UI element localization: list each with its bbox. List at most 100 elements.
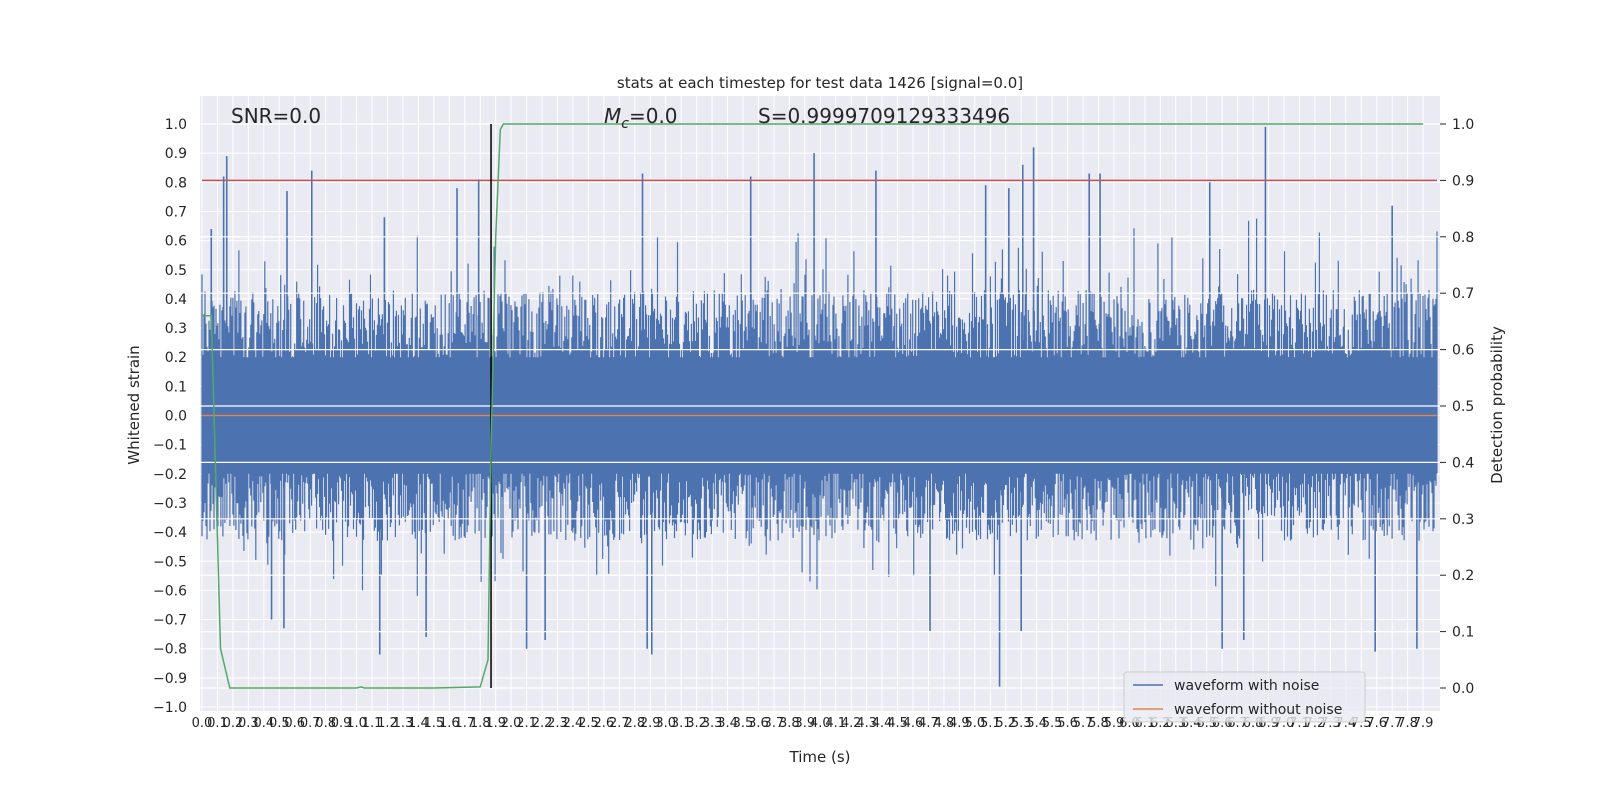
x-tick-label: 1.6 xyxy=(439,716,460,731)
x-tick-label: 3.5 xyxy=(733,716,754,731)
y-tick-label: −1.0 xyxy=(153,700,187,716)
x-tick-label: 2.9 xyxy=(640,716,661,731)
y2-tick-label: 0.9 xyxy=(1452,173,1474,189)
x-tick-label: 5.7 xyxy=(1073,716,1094,731)
x-tick-label: 4.8 xyxy=(934,716,955,731)
x-tick-label: 2.0 xyxy=(501,716,522,731)
legend-label-clean: waveform without noise xyxy=(1174,702,1342,718)
y-tick-label: 0.5 xyxy=(165,263,187,279)
x-tick-label: 0.9 xyxy=(331,716,352,731)
x-tick-label: 7.8 xyxy=(1397,716,1418,731)
x-tick-label: 3.1 xyxy=(671,716,692,731)
x-tick-label: 3.6 xyxy=(748,716,769,731)
x-tick-label: 0.0 xyxy=(192,716,213,731)
y2-tick-label: 0.4 xyxy=(1452,455,1474,471)
x-tick-label: 5.1 xyxy=(980,716,1001,731)
legend-box xyxy=(1123,671,1366,723)
chirp-mass-annotation: Mc=0.0 xyxy=(604,104,678,132)
x-tick-label: 4.6 xyxy=(903,716,924,731)
x-tick-label: 1.0 xyxy=(346,716,367,731)
y2-tick-label: 0.3 xyxy=(1452,512,1474,528)
x-tick-label: 5.0 xyxy=(964,716,985,731)
x-tick-label: 0.7 xyxy=(300,716,321,731)
y-tick-label: 0.1 xyxy=(165,379,187,395)
x-tick-label: 2.2 xyxy=(532,716,553,731)
y2-tick-label: 0.1 xyxy=(1452,625,1474,641)
x-tick-label: 1.7 xyxy=(454,716,475,731)
x-tick-label: 0.1 xyxy=(207,716,228,731)
x-tick-label: 0.4 xyxy=(253,716,274,731)
y-tick-label: −0.5 xyxy=(153,554,187,570)
y2-tick-label: 0.2 xyxy=(1452,568,1474,584)
x-tick-label: 2.1 xyxy=(516,716,537,731)
x-tick-label: 2.4 xyxy=(563,716,584,731)
x-tick-label: 0.8 xyxy=(315,716,336,731)
chirp-mass-symbol: M xyxy=(604,104,621,128)
x-tick-label: 7.9 xyxy=(1413,716,1434,731)
x-tick-label: 5.4 xyxy=(1026,716,1047,731)
x-axis-label: Time (s) xyxy=(789,748,851,766)
x-tick-label: 3.0 xyxy=(655,716,676,731)
x-tick-label: 2.7 xyxy=(609,716,630,731)
x-tick-label: 7.6 xyxy=(1366,716,1387,731)
chirp-mass-value: =0.0 xyxy=(629,104,678,128)
x-tick-label: 4.1 xyxy=(825,716,846,731)
y2-tick-label: 0.0 xyxy=(1452,681,1474,697)
legend: waveform with noise waveform without noi… xyxy=(1123,671,1366,723)
x-tick-label: 5.9 xyxy=(1104,716,1125,731)
x-tick-label: 2.8 xyxy=(624,716,645,731)
x-tick-label: 5.5 xyxy=(1042,716,1063,731)
x-tick-label: 3.4 xyxy=(717,716,738,731)
y-tick-label: 0.2 xyxy=(165,350,187,366)
x-tick-label: 1.8 xyxy=(470,716,491,731)
y-tick-label: −0.2 xyxy=(153,467,187,483)
x-tick-label: 5.3 xyxy=(1011,716,1032,731)
y2-tick-label: 0.8 xyxy=(1452,230,1474,246)
snr-annotation: SNR=0.0 xyxy=(231,104,321,128)
x-tick-label: 1.1 xyxy=(362,716,383,731)
x-tick-label: 2.5 xyxy=(578,716,599,731)
x-tick-label: 0.3 xyxy=(238,716,259,731)
x-tick-label: 5.2 xyxy=(995,716,1016,731)
chart-title: stats at each timestep for test data 142… xyxy=(617,74,1023,92)
x-tick-label: 0.5 xyxy=(269,716,290,731)
y-tick-label: −0.8 xyxy=(153,642,187,658)
x-tick-label: 3.9 xyxy=(794,716,815,731)
x-tick-label: 3.3 xyxy=(702,716,723,731)
x-tick-label: 1.5 xyxy=(424,716,445,731)
x-tick-label: 5.6 xyxy=(1057,716,1078,731)
x-tick-label: 1.3 xyxy=(393,716,414,731)
x-tick-label: 3.8 xyxy=(779,716,800,731)
x-tick-label: 1.2 xyxy=(377,716,398,731)
x-tick-label: 2.3 xyxy=(547,716,568,731)
y-tick-label: 0.0 xyxy=(165,409,187,425)
x-tick-label: 4.0 xyxy=(810,716,831,731)
line-series xyxy=(200,123,1440,689)
y2-tick-label: 0.5 xyxy=(1452,399,1474,415)
x-tick-label: 4.5 xyxy=(887,716,908,731)
x-tick-label: 4.9 xyxy=(949,716,970,731)
x-tick-label: 3.2 xyxy=(686,716,707,731)
x-tick-label: 0.2 xyxy=(223,716,244,731)
y-tick-label: −0.6 xyxy=(153,583,187,599)
x-tick-label: 1.9 xyxy=(485,716,506,731)
y-tick-label: 0.9 xyxy=(165,146,187,162)
y-axis-label: Whitened strain xyxy=(125,345,143,464)
score-annotation: S=0.9999709129333496 xyxy=(758,104,1010,128)
x-tick-label: 4.4 xyxy=(872,716,893,731)
y2-tick-label: 0.6 xyxy=(1452,343,1474,359)
y-tick-label: 0.6 xyxy=(165,234,187,250)
y-tick-label: −0.4 xyxy=(153,525,187,541)
x-tick-label: 5.8 xyxy=(1088,716,1109,731)
y-tick-label: 0.7 xyxy=(165,204,187,220)
y-tick-label: 1.0 xyxy=(165,117,187,133)
legend-label-noise: waveform with noise xyxy=(1174,678,1319,694)
detection-probability-line xyxy=(202,123,1424,689)
x-tick-label: 4.3 xyxy=(856,716,877,731)
chirp-mass-subscript: c xyxy=(621,116,629,132)
x-tick-label: 7.7 xyxy=(1382,716,1403,731)
y2-axis-label: Detection probability xyxy=(1488,326,1506,484)
x-tick-label: 2.6 xyxy=(594,716,615,731)
x-tick-label: 0.6 xyxy=(284,716,305,731)
y-tick-label: −0.7 xyxy=(153,613,187,629)
